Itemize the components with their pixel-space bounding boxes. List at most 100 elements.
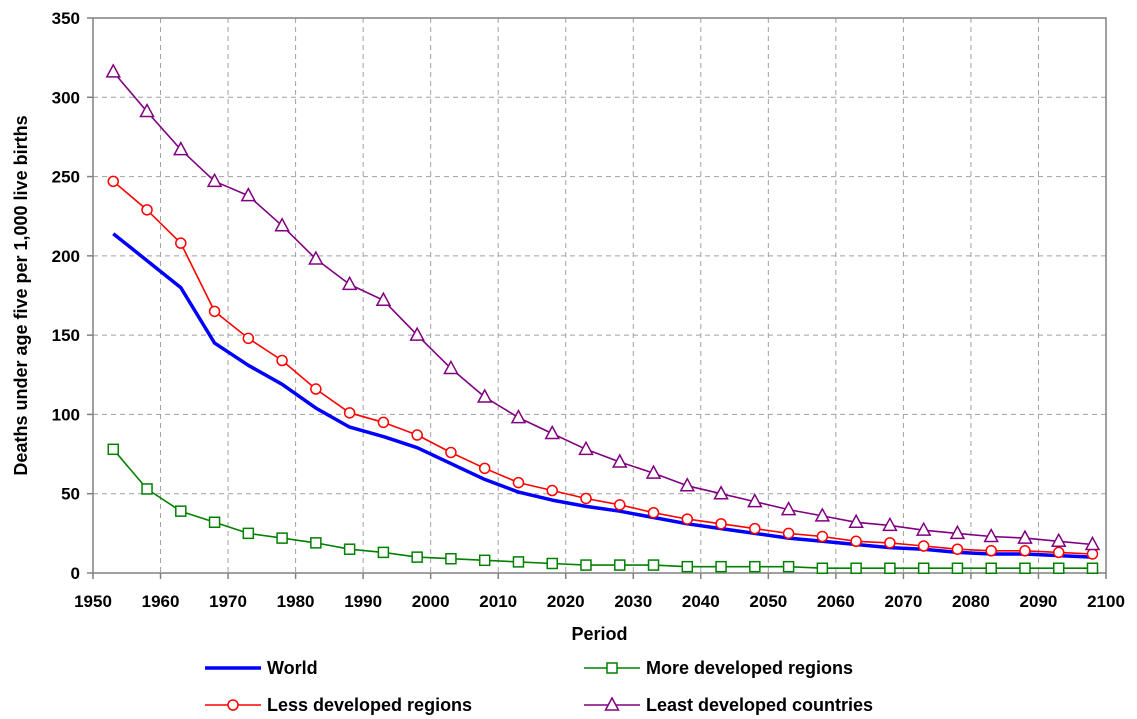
x-tick-label: 2040	[682, 592, 720, 611]
data-point	[1052, 562, 1065, 574]
data-point	[107, 443, 120, 456]
data-point	[310, 537, 322, 549]
legend-entry: Least developed countries	[584, 695, 873, 715]
data-point	[782, 527, 795, 540]
data-point	[917, 562, 930, 574]
data-point	[848, 513, 864, 529]
data-point	[1086, 548, 1099, 560]
series-least-developed-countries	[105, 63, 1101, 551]
data-point	[546, 484, 558, 497]
series-world	[112, 232, 1093, 559]
data-point	[614, 559, 626, 571]
data-point	[1019, 545, 1031, 557]
data-point	[604, 696, 620, 711]
series-less-developed-regions	[107, 175, 1099, 560]
plot-area-frame	[92, 17, 1107, 574]
data-point	[884, 562, 896, 574]
data-point	[173, 141, 189, 156]
data-point	[747, 493, 763, 508]
data-point	[681, 513, 694, 525]
series-layer	[105, 63, 1101, 574]
data-point	[782, 560, 795, 573]
y-axis-title: Deaths under age five per 1,000 live bir…	[11, 115, 31, 475]
data-point	[681, 560, 694, 573]
data-point	[850, 562, 862, 574]
data-point	[679, 477, 696, 492]
data-point	[175, 505, 187, 517]
data-point	[208, 305, 221, 318]
data-point	[816, 530, 829, 543]
legend: World More developed regions Less develope…	[205, 658, 873, 715]
data-point	[274, 217, 290, 232]
y-tick-label: 350	[52, 9, 80, 28]
data-point	[206, 172, 223, 188]
x-tick-label: 1980	[277, 592, 315, 611]
x-tick-label: 2090	[1020, 592, 1058, 611]
data-point	[175, 237, 187, 249]
data-point	[645, 464, 662, 479]
x-tick-label: 2050	[749, 592, 787, 611]
data-point	[546, 557, 558, 570]
x-tick-label: 2020	[547, 592, 585, 611]
x-tick-label: 2070	[884, 592, 922, 611]
data-point	[411, 551, 423, 563]
x-tick-label: 2080	[952, 592, 990, 611]
data-point	[917, 540, 930, 552]
data-point	[985, 545, 997, 557]
data-point	[377, 546, 390, 559]
x-tick-label: 2030	[614, 592, 652, 611]
data-point	[580, 559, 592, 571]
series-line	[112, 71, 1093, 546]
y-tick-label: 150	[52, 326, 80, 345]
data-point	[816, 562, 829, 574]
axes: 0 50 100 150 200 250 300 350 1950 1960 1970 1980 199…	[52, 9, 1125, 611]
legend-entry: More developed regions	[584, 658, 853, 678]
data-point	[715, 518, 727, 530]
x-tick-label: 1990	[344, 592, 382, 611]
data-point	[276, 354, 288, 367]
data-point	[985, 562, 997, 574]
data-point	[614, 499, 626, 511]
data-point	[512, 476, 525, 489]
data-point	[242, 332, 255, 345]
x-tick-label: 1970	[209, 592, 247, 611]
legend-label: Least developed countries	[646, 695, 873, 715]
data-point	[850, 535, 862, 548]
data-point	[242, 527, 255, 540]
data-point	[544, 424, 560, 440]
legend-entry: World	[205, 658, 318, 678]
y-tick-label: 200	[52, 247, 80, 266]
data-point	[227, 699, 239, 711]
y-tick-label: 300	[52, 88, 80, 107]
data-point	[276, 532, 288, 544]
x-tick-label: 1960	[142, 592, 180, 611]
data-point	[105, 63, 122, 78]
y-tick-label: 50	[61, 485, 80, 504]
data-point	[647, 559, 660, 571]
data-point	[107, 175, 120, 188]
data-point	[512, 556, 525, 568]
data-point	[606, 662, 618, 674]
data-point	[715, 560, 727, 573]
legend-label: More developed regions	[646, 658, 853, 678]
legend-entry: Less developed regions	[205, 695, 472, 715]
data-point	[1050, 532, 1067, 548]
series-line	[112, 180, 1093, 555]
data-point	[139, 102, 155, 118]
data-point	[476, 388, 493, 403]
data-point	[915, 521, 932, 536]
data-point	[445, 446, 457, 459]
x-tick-label: 2060	[817, 592, 855, 611]
x-axis-title: Period	[571, 624, 627, 644]
series-more-developed-regions	[107, 443, 1099, 574]
data-point	[375, 291, 392, 307]
x-tick-label: 2100	[1087, 592, 1125, 611]
data-point	[1052, 546, 1065, 559]
data-point	[1084, 535, 1101, 551]
data-point	[647, 506, 660, 519]
data-point	[208, 516, 221, 529]
data-point	[141, 204, 153, 216]
data-point	[343, 407, 356, 419]
data-point	[1017, 529, 1033, 544]
data-point	[308, 250, 324, 265]
